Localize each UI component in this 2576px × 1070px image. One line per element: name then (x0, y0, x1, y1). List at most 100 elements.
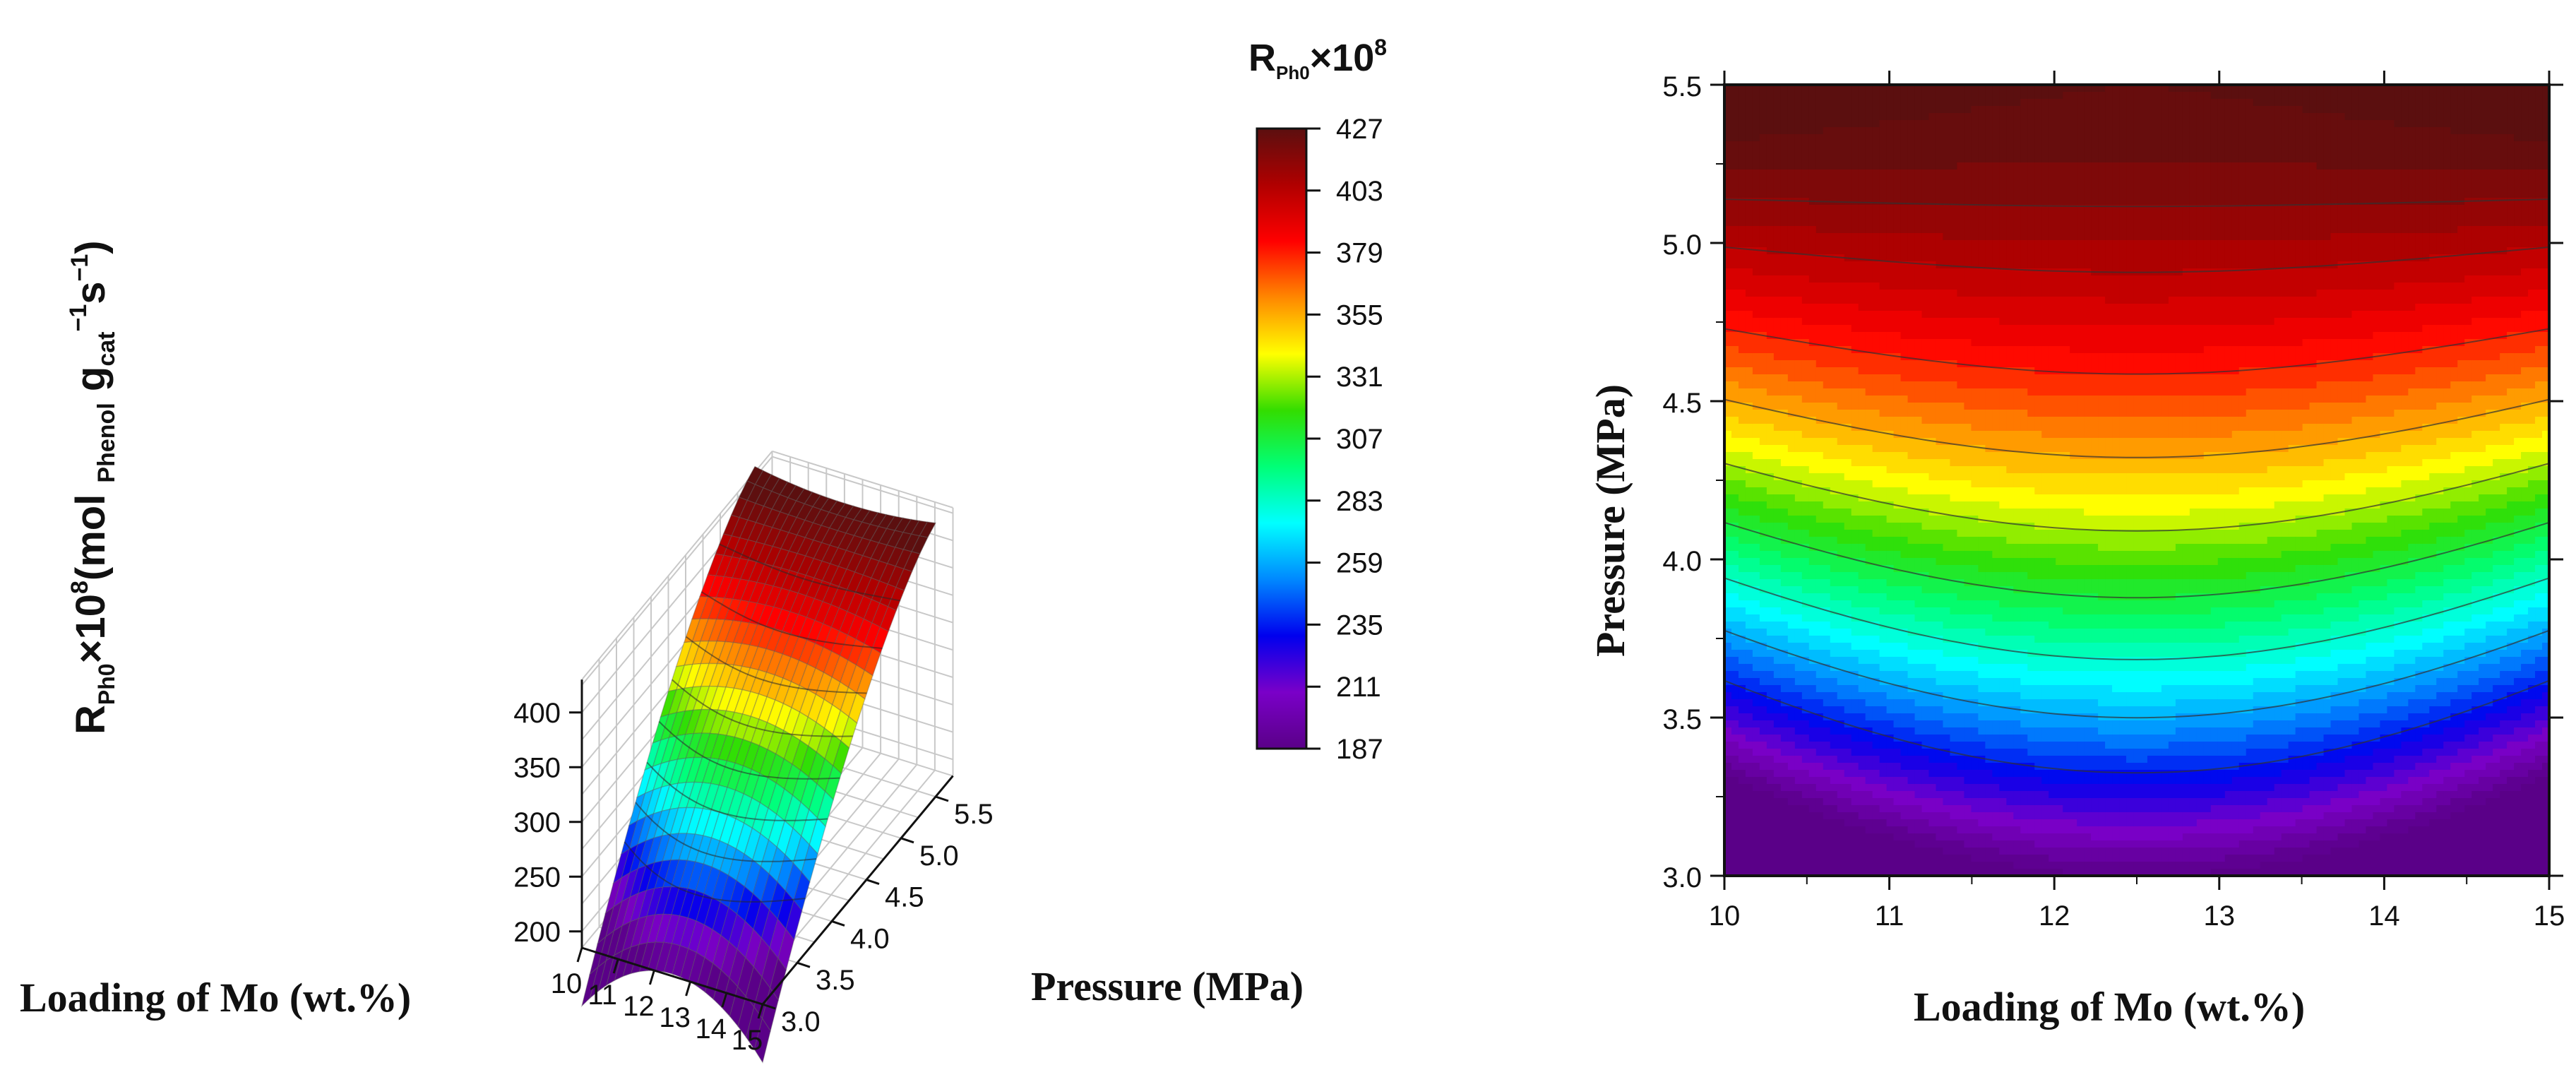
contour-cell (2436, 120, 2444, 128)
contour-cell (2486, 198, 2493, 206)
contour-cell (2253, 198, 2261, 206)
contour-cell (2387, 113, 2395, 121)
contour-cell (2387, 120, 2395, 128)
contour-cell (2140, 297, 2148, 304)
contour-cell (2302, 247, 2310, 255)
contour-cell (2105, 191, 2113, 198)
contour-cell (2133, 205, 2141, 213)
contour-cell (2175, 233, 2183, 241)
contour-cell (1971, 261, 1979, 269)
contour-cell (2203, 268, 2212, 276)
contour-cell (1794, 177, 1803, 184)
contour-cell (2366, 233, 2374, 241)
contour-cell (2013, 120, 2021, 128)
contour-cell (2049, 205, 2056, 213)
contour-cell (2366, 85, 2374, 93)
contour-cell (2034, 141, 2042, 149)
contour-cell (1858, 275, 1866, 283)
contour-cell (2182, 318, 2190, 326)
contour-cell (2387, 127, 2395, 135)
contour-cell (2295, 212, 2303, 220)
contour-cell (2493, 247, 2500, 255)
contour-cell (2006, 226, 2014, 234)
contour-cell (1830, 261, 1838, 269)
contour-cell (2260, 113, 2268, 121)
surface-contour-line (672, 679, 853, 737)
contour-cell (1900, 212, 1909, 220)
contour-cell (2380, 106, 2387, 114)
contour-cell (2070, 283, 2077, 290)
contour-cell (2182, 162, 2190, 170)
contour-cell (1815, 170, 1824, 177)
contour-cell (2408, 283, 2416, 290)
contour-cell (1950, 106, 1958, 114)
contour-cell (1808, 268, 1817, 276)
contour-cell (2316, 297, 2325, 304)
contour-cell (1971, 177, 1979, 184)
contour-cell (2182, 120, 2190, 128)
contour-cell (2507, 141, 2515, 149)
contour-cell (1745, 311, 1753, 319)
contour-cell (1950, 226, 1958, 234)
contour-cell (2302, 113, 2310, 121)
contour-cell (2168, 254, 2176, 262)
contour-cell (1914, 311, 1923, 319)
contour-cell (2063, 261, 2070, 269)
contour-cell (1724, 254, 1732, 262)
contour-cell (2281, 311, 2289, 319)
contour-cell (2049, 247, 2056, 255)
contour-cell (2112, 177, 2120, 184)
contour-cell (2147, 177, 2155, 184)
colorbar-title: RPh0×108 (1248, 35, 1387, 83)
contour-cell (1879, 275, 1888, 283)
contour-cell (2049, 304, 2056, 311)
contour-cell (1731, 247, 1739, 255)
contour-cell (2422, 240, 2430, 248)
contour-cell (1851, 247, 1859, 255)
contour-cell (1914, 141, 1923, 149)
contour-cell (1921, 254, 1930, 262)
contour-cell (2422, 170, 2430, 177)
contour-cell (1900, 155, 1909, 163)
contour-cell (2479, 141, 2486, 149)
contour-cell (2359, 268, 2367, 276)
contour-cell (2112, 254, 2120, 262)
contour-cell (2196, 212, 2205, 220)
contour-cell (2542, 134, 2550, 142)
contour-cell (2366, 290, 2374, 297)
contour-cell (1780, 92, 1789, 100)
contour-cell (2471, 170, 2479, 177)
contour-cell (2070, 219, 2077, 227)
contour-cell (2168, 113, 2176, 121)
contour-cell (2528, 113, 2536, 121)
contour-cell (2373, 184, 2381, 191)
contour-cell (2006, 247, 2014, 255)
contour-cell (2521, 297, 2529, 304)
contour-cell (2267, 177, 2275, 184)
contour-cell (2182, 85, 2190, 93)
contour-cell (2337, 127, 2346, 135)
contour-cell (1724, 198, 1732, 206)
contour-cell (2098, 226, 2106, 234)
contour-cell (1738, 261, 1746, 269)
contour-cell (2380, 113, 2387, 121)
contour-cell (2337, 233, 2346, 241)
contour-cell (2161, 85, 2169, 93)
contour-cell (2246, 113, 2254, 121)
contour-cell (2267, 240, 2275, 248)
contour-cell (1752, 318, 1760, 326)
contour-cell (2105, 275, 2113, 283)
contour-cell (1752, 99, 1760, 107)
contour-cell (2479, 332, 2486, 340)
contour-cell (1766, 148, 1775, 156)
contour-cell (2119, 99, 2127, 107)
contour-cell (2302, 198, 2310, 206)
contour-cell (2464, 85, 2472, 93)
contour-cell (2203, 254, 2212, 262)
contour-cell (2217, 184, 2226, 191)
contour-cell (2429, 261, 2437, 269)
contour-cell (1752, 254, 1760, 262)
contour-cell (1724, 346, 1732, 354)
contour-cell (2246, 318, 2254, 326)
contour-cell (1745, 113, 1753, 121)
